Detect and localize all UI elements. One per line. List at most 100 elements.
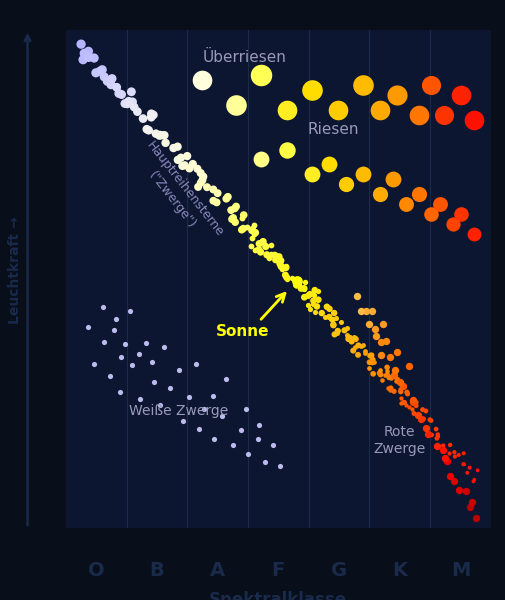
Point	[321, 312, 329, 322]
Point	[438, 441, 446, 451]
Point	[262, 250, 270, 260]
Point	[139, 114, 147, 124]
Point	[333, 105, 341, 115]
Point	[266, 240, 274, 250]
Point	[371, 331, 379, 341]
Point	[84, 53, 92, 62]
Point	[426, 209, 434, 219]
Point	[293, 277, 301, 286]
Point	[350, 342, 359, 352]
Point	[231, 217, 239, 227]
Point	[352, 291, 360, 301]
Point	[276, 262, 284, 271]
Point	[299, 284, 308, 293]
Point	[155, 131, 163, 140]
Point	[390, 365, 398, 374]
Point	[196, 178, 205, 188]
Point	[246, 241, 255, 251]
Point	[341, 179, 349, 189]
Point	[222, 194, 230, 203]
Point	[473, 466, 481, 475]
Point	[256, 247, 264, 257]
Point	[461, 486, 469, 496]
Text: G: G	[330, 561, 346, 580]
Point	[348, 346, 357, 355]
Point	[326, 314, 334, 323]
Point	[411, 398, 419, 407]
Point	[232, 202, 240, 211]
Point	[149, 377, 158, 387]
Point	[445, 440, 453, 450]
Point	[404, 402, 412, 412]
Point	[345, 332, 353, 341]
Point	[161, 138, 169, 148]
Point	[349, 332, 358, 341]
Point	[382, 366, 390, 376]
Point	[241, 404, 249, 413]
Point	[304, 301, 312, 310]
Point	[180, 160, 188, 170]
Point	[431, 424, 439, 434]
Point	[117, 90, 125, 100]
Point	[358, 341, 366, 350]
Point	[263, 251, 271, 260]
Point	[445, 471, 453, 481]
Point	[354, 350, 362, 359]
Point	[377, 376, 385, 385]
Point	[435, 199, 443, 209]
Point	[385, 353, 393, 362]
Point	[456, 90, 464, 100]
Point	[433, 430, 441, 439]
Point	[194, 424, 203, 433]
Point	[359, 80, 367, 89]
Point	[399, 398, 407, 407]
Point	[396, 398, 405, 407]
Point	[281, 270, 289, 280]
Point	[147, 109, 155, 119]
Point	[310, 290, 318, 299]
Point	[90, 53, 98, 63]
Point	[387, 373, 395, 383]
Point	[306, 289, 314, 299]
Point	[295, 280, 303, 290]
Point	[136, 394, 144, 404]
Text: A: A	[210, 561, 225, 580]
Point	[357, 307, 365, 316]
Point	[112, 314, 120, 323]
Point	[454, 450, 462, 460]
Point	[351, 334, 359, 344]
Point	[236, 425, 244, 435]
Point	[364, 319, 372, 329]
Point	[382, 336, 390, 346]
Point	[266, 250, 274, 259]
Point	[166, 383, 174, 393]
Point	[185, 164, 193, 173]
Point	[271, 254, 279, 264]
Point	[91, 68, 99, 77]
Point	[116, 387, 124, 397]
Point	[312, 302, 320, 311]
Point	[242, 223, 250, 232]
Point	[173, 142, 181, 151]
Point	[237, 225, 245, 235]
Point	[440, 453, 448, 463]
Point	[310, 286, 318, 295]
Point	[292, 280, 300, 290]
Point	[369, 358, 377, 367]
Point	[376, 350, 384, 360]
Point	[282, 261, 290, 271]
Point	[230, 203, 238, 213]
Point	[376, 370, 384, 379]
Point	[160, 343, 168, 352]
Point	[255, 245, 263, 254]
Point	[427, 430, 435, 440]
Point	[229, 440, 237, 449]
Point	[425, 415, 433, 425]
Point	[275, 259, 283, 269]
Point	[208, 392, 216, 401]
Point	[442, 456, 450, 466]
Point	[402, 389, 411, 398]
Point	[329, 308, 337, 318]
Point	[378, 320, 386, 329]
Point	[421, 423, 429, 433]
